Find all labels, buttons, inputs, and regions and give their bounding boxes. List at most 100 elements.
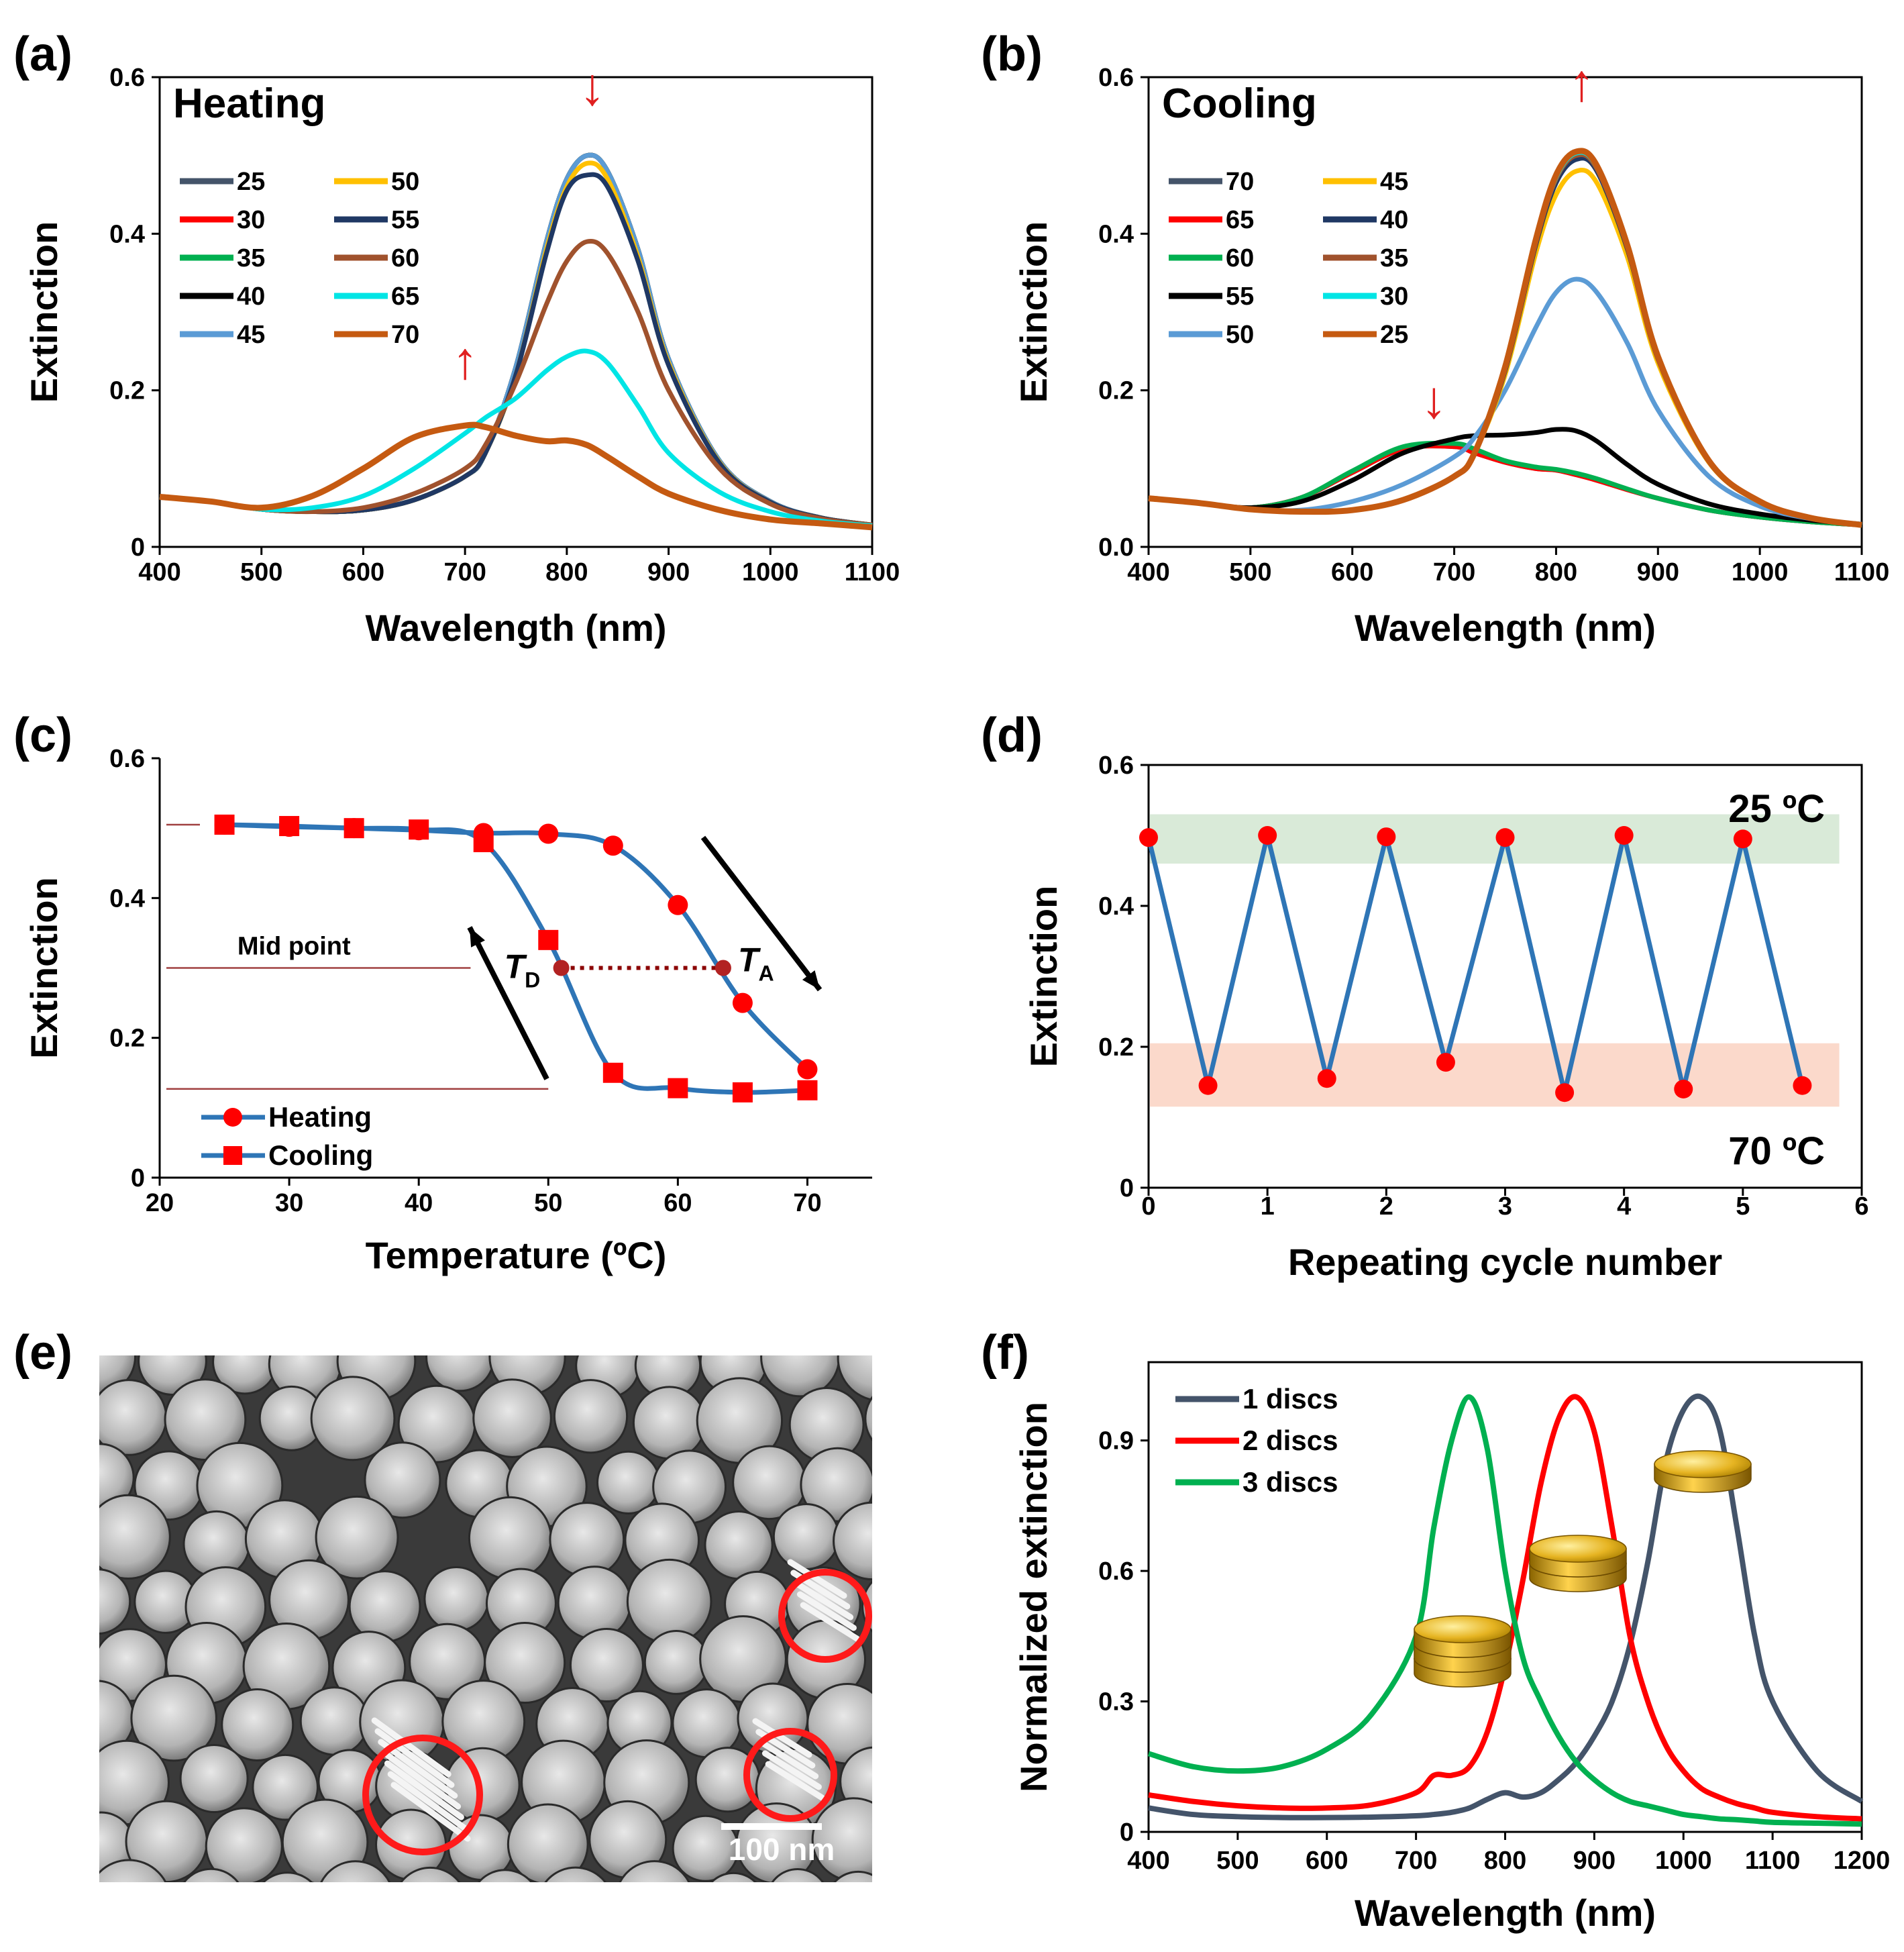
- legend-label: 60: [391, 244, 419, 272]
- y-axis-title: Extinction: [23, 221, 65, 403]
- y-axis-title: Extinction: [23, 877, 65, 1059]
- stacked-disc-edge: [752, 1718, 812, 1758]
- series-line-30: [1148, 150, 1862, 527]
- x-tick-label: 30: [275, 1189, 303, 1217]
- series-line-45: [1148, 167, 1862, 527]
- direction-arrow: [467, 926, 549, 1080]
- x-axis-title: Wavelength (nm): [1355, 1892, 1656, 1934]
- stacked-disc-edge: [794, 1580, 854, 1621]
- x-tick-label: 60: [664, 1189, 692, 1217]
- panel-d: (d) 0 1 2 3 4 5 6 0 0.2 0.4 0.6 Repeating cycle numb…: [981, 709, 1869, 1283]
- sem-disc: [632, 1386, 706, 1460]
- sem-disc: [425, 1355, 495, 1392]
- band-label-25c: 25 ºC: [1728, 787, 1825, 831]
- sem-disc: [806, 1683, 872, 1765]
- series-line-50: [1148, 276, 1862, 527]
- cycle-point: [1317, 1069, 1336, 1088]
- td-point: [553, 960, 570, 976]
- y-tick-label: 0.2: [1098, 377, 1134, 405]
- y-tick-label: 0: [131, 1164, 145, 1192]
- axis-frame: [1147, 76, 1863, 548]
- td-label-main: T: [505, 948, 528, 986]
- legend-label: 30: [1380, 282, 1408, 311]
- x-tick-label: 1: [1261, 1192, 1275, 1221]
- sem-disc: [557, 1565, 632, 1641]
- gold-disc-top-icon: [1529, 1535, 1627, 1563]
- gold-disc-top-icon: [1414, 1615, 1512, 1643]
- y-axis-title: Extinction: [1012, 221, 1055, 403]
- series-line-70: [159, 421, 873, 531]
- cycle-point: [1139, 828, 1158, 847]
- cycle-point: [1198, 1076, 1218, 1095]
- series-line-cooling: [224, 822, 808, 1095]
- stacked-disc-edge: [787, 1559, 847, 1599]
- panel-f: (f) 400 500 600 700 800 900 1000 1100 1200 0 0.3 0.6…: [981, 1326, 1890, 1934]
- x-tick-label: 700: [1433, 558, 1475, 586]
- sem-disc: [99, 1494, 171, 1580]
- x-tick-label: 600: [342, 558, 384, 586]
- legend-label: 45: [1380, 168, 1408, 196]
- legend-label: 3 discs: [1242, 1466, 1338, 1498]
- x-tick-label: 400: [138, 558, 180, 586]
- cycle-point: [1555, 1083, 1575, 1102]
- sem-disc: [99, 1859, 167, 1882]
- sem-disc: [348, 1570, 421, 1643]
- x-tick-label: 50: [534, 1189, 562, 1217]
- x-tick-label: 700: [1395, 1847, 1437, 1875]
- stacked-disc-edge: [759, 1739, 819, 1780]
- ta-label-sub: A: [758, 962, 774, 986]
- x-axis-title: Wavelength (nm): [1355, 607, 1656, 649]
- sem-disc: [837, 1355, 872, 1401]
- cycle-point: [1793, 1076, 1812, 1095]
- legend-label: 1 discs: [1242, 1383, 1338, 1415]
- stacked-disc-edge: [374, 1728, 455, 1788]
- legend-label: 40: [237, 282, 265, 311]
- sem-disc: [221, 1688, 295, 1762]
- sem-image: [99, 1355, 872, 1882]
- heating-point: [797, 1059, 818, 1080]
- x-tick-label: 40: [405, 1189, 433, 1217]
- x-tick-label: 1100: [845, 558, 900, 586]
- stacked-disc-edge: [378, 1739, 458, 1799]
- sem-disc: [299, 1686, 370, 1756]
- sem-disc: [553, 1379, 629, 1454]
- heating-point: [602, 835, 623, 856]
- chart-title: Heating: [173, 81, 325, 127]
- x-tick-label: 5: [1736, 1192, 1750, 1221]
- legend-label: 50: [391, 168, 419, 196]
- legend-label: 65: [1226, 206, 1254, 234]
- cooling-point: [732, 1082, 753, 1102]
- sem-disc: [833, 1501, 872, 1581]
- sem-disc: [310, 1376, 396, 1461]
- stacked-disc-edge: [390, 1782, 471, 1842]
- x-axis-title: Repeating cycle number: [1288, 1241, 1722, 1283]
- y-tick-label: 0.2: [109, 1025, 145, 1053]
- sem-disc: [468, 1496, 552, 1580]
- legend-label: 60: [1226, 244, 1254, 272]
- stacked-disc-edge: [765, 1761, 825, 1801]
- series-line-30: [159, 152, 873, 527]
- sem-disc: [182, 1510, 251, 1578]
- stacked-disc-highlight-circle: [362, 1735, 483, 1855]
- stacked-disc-edge: [371, 1717, 452, 1778]
- x-tick-label: 800: [545, 558, 588, 586]
- series-line-60: [1148, 440, 1862, 527]
- series-line-35: [1148, 152, 1862, 527]
- series-line-1-discs: [1148, 1393, 1864, 1820]
- sem-disc: [182, 1867, 240, 1882]
- x-tick-label: 400: [1127, 558, 1169, 586]
- sem-disc: [704, 1510, 774, 1580]
- legend-label: 30: [237, 206, 265, 234]
- sem-disc: [760, 1355, 841, 1398]
- sem-disc: [320, 1860, 391, 1882]
- gold-disc-top-icon: [1654, 1450, 1752, 1478]
- ta-label-main: T: [738, 941, 761, 979]
- y-tick-label: 0.2: [109, 377, 145, 405]
- legend-label: 50: [1226, 321, 1254, 349]
- y-tick-label: 0.6: [109, 64, 145, 92]
- x-tick-label: 1100: [1745, 1847, 1800, 1875]
- cooling-point: [538, 929, 559, 950]
- x-axis-title: Temperature (ºC): [366, 1234, 667, 1276]
- cycle-point: [1436, 1053, 1455, 1072]
- panel-a: (a) 400 500 600 700 800 900 1000 1100 0 0.2 0.4 0.6 W…: [13, 28, 900, 649]
